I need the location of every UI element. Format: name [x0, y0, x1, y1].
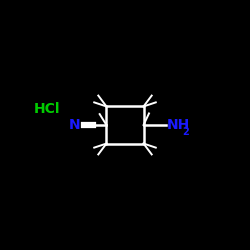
- Text: N: N: [69, 118, 80, 132]
- Text: NH: NH: [166, 118, 190, 132]
- Text: HCl: HCl: [34, 102, 60, 116]
- Text: 2: 2: [182, 127, 188, 137]
